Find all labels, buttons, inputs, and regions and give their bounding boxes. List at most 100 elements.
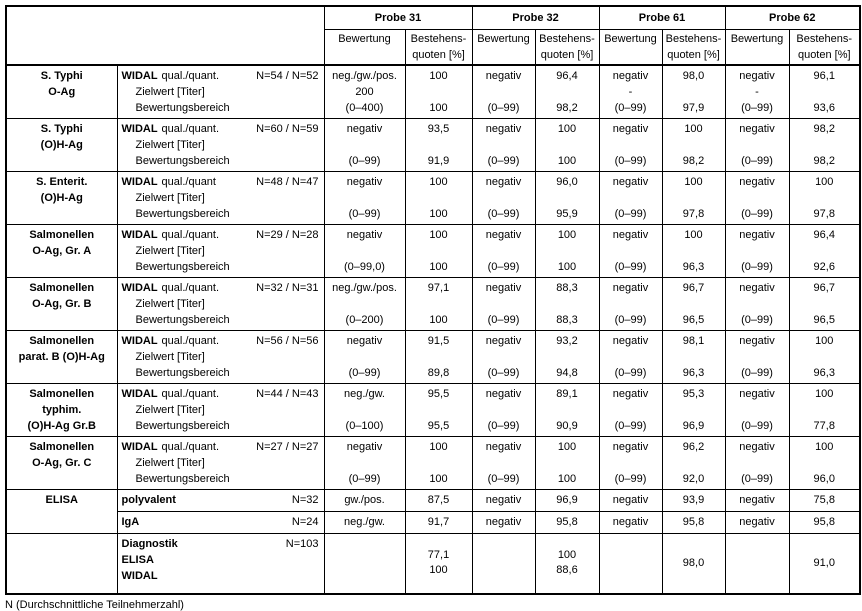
- bewertung-line: negativ: [739, 70, 775, 82]
- antigen-cell: Salmonellen O-Ag, Gr. C: [5, 435, 118, 490]
- quoten-cell: 98,2 98,2: [788, 117, 861, 172]
- bewertung-line: (0–99): [487, 260, 520, 273]
- bewertung-line: (0–99): [348, 207, 381, 220]
- test-line: WIDAL qual./quant. N=44 / N=43: [122, 386, 319, 402]
- bewertung-cell: negativ (0–99): [724, 117, 790, 172]
- bewertung-line: [473, 243, 534, 259]
- quoten-line: [663, 190, 724, 206]
- quoten-line: 88,3: [556, 313, 578, 326]
- bewertung-cell: negativ (0–99): [598, 223, 663, 278]
- quoten-line: 95,3: [682, 387, 705, 400]
- test-qualifier: qual./quant.: [161, 440, 220, 453]
- test-title: WIDAL qual./quant.: [122, 333, 220, 349]
- bewertung-line: negativ: [485, 440, 522, 453]
- test-cell: polyvalent N=32: [116, 488, 325, 512]
- quoten-line: 100: [429, 564, 448, 577]
- quoten-line: 100: [815, 387, 834, 400]
- test-name: WIDAL: [121, 387, 158, 400]
- quoten-line: 100: [815, 440, 834, 453]
- quoten-line: [536, 296, 598, 312]
- bewertung-line: negativ: [612, 228, 649, 241]
- bewertung-cell: negativ: [598, 510, 663, 534]
- quoten-line: [536, 84, 598, 100]
- bewertung-line: (0–99): [741, 313, 773, 326]
- bewertung-line: negativ: [612, 334, 649, 347]
- quoten-cell: 96,4 92,6: [788, 223, 861, 278]
- bewertung-line: (0–99): [614, 313, 647, 326]
- test-title: WIDAL qual./quant.: [122, 121, 220, 137]
- elisa-row: ELISA polyvalent N=32 gw./pos. 87,5 negativ 96…: [5, 488, 861, 534]
- quoten-line: 87,5: [427, 493, 450, 506]
- bewertung-cell: negativ (0–99): [471, 435, 536, 490]
- quoten-line: 96,9: [556, 493, 578, 506]
- bewertung-cell: negativ (0–99): [724, 329, 790, 384]
- bewertung-cell: negativ (0–99): [471, 382, 536, 437]
- quoten-line: [406, 190, 471, 206]
- bewertung-cell: negativ: [724, 510, 790, 534]
- quoten-cell: 95,8: [661, 510, 726, 534]
- bereich-label: Bewertungsbereich: [135, 366, 230, 379]
- zielwert-label: Zielwert [Titer]: [135, 86, 205, 98]
- quoten-line: [790, 137, 859, 153]
- test-cell: WIDAL qual./quant. N=56 / N=56 Zielwert [Ti…: [116, 329, 325, 384]
- quoten-line: 96,3: [682, 366, 705, 379]
- quoten-line: 96,7: [813, 281, 835, 294]
- participant-count: N=48 / N=47: [256, 175, 319, 188]
- antigen-cell: Salmonellen typhim. (O)H-Ag Gr.B: [5, 382, 118, 437]
- test-cell: WIDAL qual./quant. N=27 / N=27 Zielwert [Ti…: [116, 435, 325, 490]
- probe-32-header: Probe 32: [471, 5, 600, 30]
- quoten-line: [663, 296, 724, 312]
- bewertung-line: negativ: [485, 515, 522, 528]
- bewertung-line: (0–99): [614, 419, 647, 432]
- bewertung-line: (0–99): [487, 313, 520, 326]
- widal-row: Salmonellen parat. B (O)H-Ag WIDAL qual./qu…: [5, 329, 861, 384]
- bewertung-line: negativ: [485, 70, 522, 82]
- participant-count: N=44 / N=43: [256, 387, 319, 400]
- summary-label: WIDAL: [121, 569, 158, 582]
- widal-row: Salmonellen typhim. (O)H-Ag Gr.B WIDAL qual.…: [5, 382, 861, 437]
- quoten-line: 92,6: [813, 260, 835, 273]
- bewertung-line: [726, 455, 788, 471]
- test-line: Diagnostik N=103: [122, 536, 319, 552]
- quoten-line: 100: [557, 154, 577, 167]
- bewertung-line: negativ: [612, 122, 649, 135]
- quoten-cell: 100 88,6: [534, 532, 600, 595]
- quoten-line: 89,1: [556, 387, 578, 400]
- bewertung-cell: [323, 532, 406, 595]
- quoten-line: 92,0: [682, 472, 705, 485]
- quoten-line: 95,9: [556, 207, 578, 220]
- bewertung-line: negativ: [485, 493, 522, 506]
- bewertung-header-label: Bewertung: [604, 33, 657, 45]
- quoten-cell: 98,0 97,9: [661, 64, 726, 119]
- quoten-line: 93,5: [427, 122, 450, 135]
- test-line: WIDAL qual./quant N=48 / N=47: [122, 174, 319, 190]
- quoten-cell: 75,8: [788, 488, 861, 512]
- test-qualifier: qual./quant: [161, 175, 216, 188]
- quoten-cell: 89,1 90,9: [534, 382, 600, 437]
- antigen-cell: Salmonellen parat. B (O)H-Ag: [5, 329, 118, 384]
- quoten-cell: 100 77,8: [788, 382, 861, 437]
- quoten-line: 91,5: [427, 334, 450, 347]
- quoten-line: [663, 137, 724, 153]
- antigen-line: Salmonellen: [29, 281, 95, 294]
- quoten-cell: 100 100: [404, 170, 473, 225]
- bewertung-line: (0–99): [741, 260, 773, 273]
- bewertung-header: Bewertung: [471, 29, 536, 66]
- summary-label: Diagnostik: [121, 537, 178, 550]
- quoten-cell: 98,1 96,3: [661, 329, 726, 384]
- bewertung-line: (0–100): [345, 419, 384, 432]
- bewertung-line: [325, 402, 404, 418]
- test-cell: IgA N=24: [116, 510, 325, 534]
- bewertung-line: negativ: [485, 387, 522, 400]
- quoten-line: 96,4: [813, 228, 835, 241]
- quoten-line: 100: [429, 70, 448, 82]
- bewertung-line: negativ: [612, 515, 649, 528]
- probe-31-header: Probe 31: [323, 5, 473, 30]
- widal-row: S. Typhi O-Ag WIDAL qual./quant. N=54 / N=52…: [5, 64, 861, 119]
- quoten-line: 100: [429, 260, 448, 273]
- bewertung-line: negativ: [612, 493, 649, 506]
- table-header: Probe 31 Probe 32 Probe 61 Probe 62 Bewe…: [5, 5, 861, 66]
- quoten-line: [790, 296, 859, 312]
- bewertung-line: negativ: [739, 281, 775, 294]
- quoten-line: 100: [557, 440, 577, 453]
